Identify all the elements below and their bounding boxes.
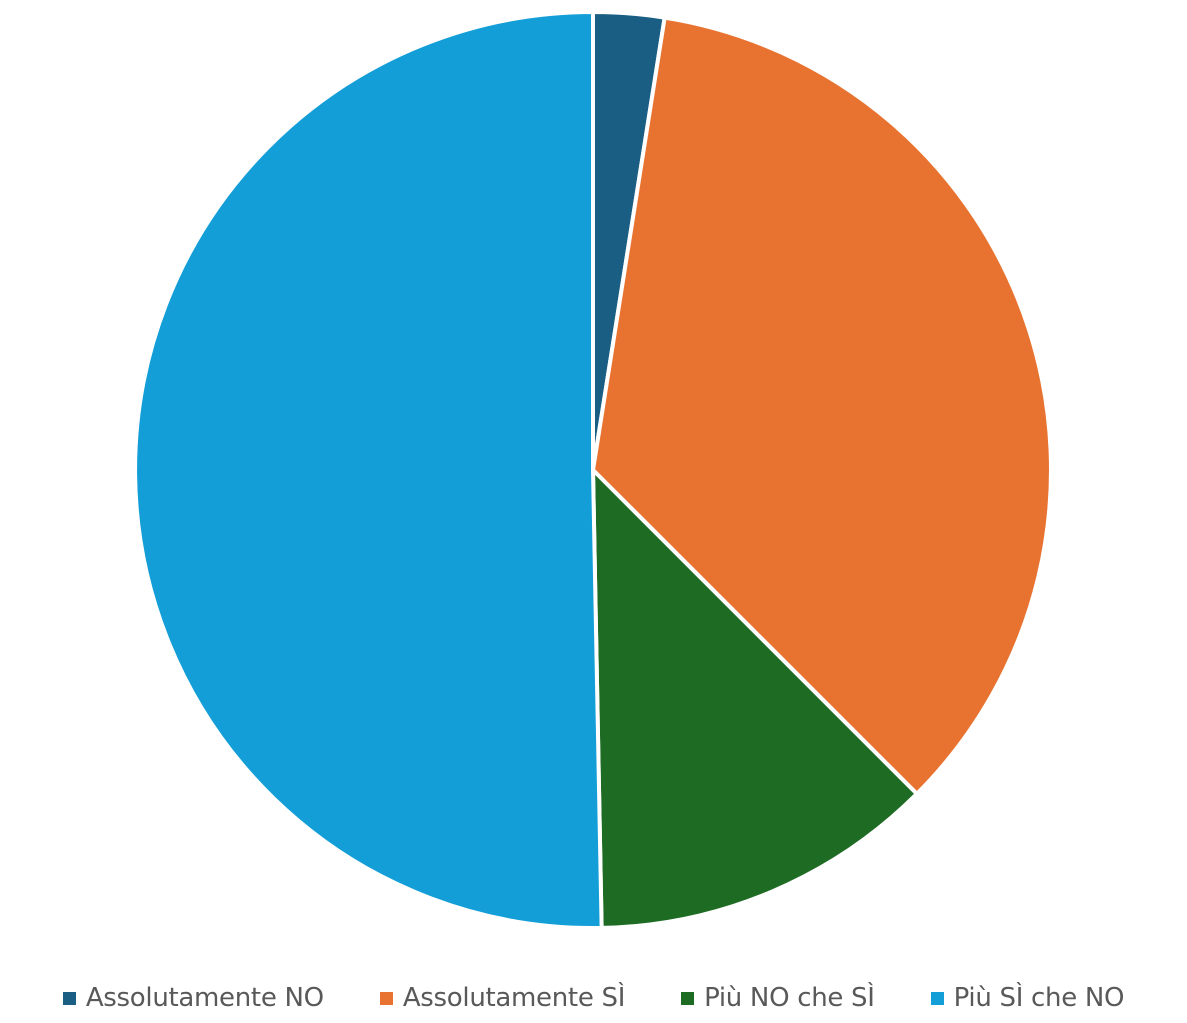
pie-slice-assolutamente-si xyxy=(591,15,1053,796)
pie-chart-svg xyxy=(133,10,1053,930)
pie-slices xyxy=(133,10,1053,930)
legend-swatch xyxy=(62,991,76,1005)
legend-swatch xyxy=(379,991,393,1005)
pie-slice-piu-si-che-no xyxy=(133,10,604,930)
legend-label: Più NO che SÌ xyxy=(704,983,875,1013)
legend: Assolutamente NO Assolutamente SÌ Più NO c… xyxy=(0,978,1187,1018)
legend-item-assolutamente-no: Assolutamente NO xyxy=(62,983,324,1013)
pie-chart xyxy=(133,10,1053,930)
legend-label: Più SÌ che NO xyxy=(953,983,1125,1013)
legend-item-piu-si-che-no: Più SÌ che NO xyxy=(930,983,1125,1013)
legend-label: Assolutamente NO xyxy=(85,983,324,1013)
legend-item-assolutamente-si: Assolutamente SÌ xyxy=(379,983,626,1013)
legend-swatch xyxy=(930,991,944,1005)
pie-slice-piu-no-che-si xyxy=(591,468,919,930)
legend-label: Assolutamente SÌ xyxy=(402,983,626,1013)
legend-item-piu-no-che-si: Più NO che SÌ xyxy=(681,983,875,1013)
legend-swatch xyxy=(681,991,695,1005)
